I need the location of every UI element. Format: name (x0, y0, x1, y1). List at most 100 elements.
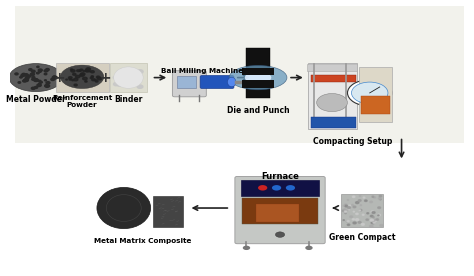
Circle shape (45, 80, 46, 81)
Circle shape (343, 220, 345, 221)
Text: Green Compact: Green Compact (329, 233, 395, 242)
Circle shape (25, 77, 29, 79)
Circle shape (373, 222, 375, 223)
Circle shape (91, 77, 93, 78)
FancyBboxPatch shape (341, 194, 383, 227)
Circle shape (121, 83, 127, 86)
Circle shape (347, 224, 350, 225)
Circle shape (15, 73, 18, 75)
Circle shape (345, 205, 347, 207)
Circle shape (39, 83, 41, 84)
Circle shape (372, 196, 374, 197)
FancyBboxPatch shape (256, 204, 299, 222)
Circle shape (52, 76, 57, 79)
FancyBboxPatch shape (235, 176, 325, 244)
Text: +: + (100, 71, 111, 84)
Ellipse shape (317, 94, 347, 112)
Circle shape (51, 78, 55, 81)
Circle shape (46, 68, 49, 71)
Circle shape (37, 66, 39, 68)
Circle shape (356, 213, 358, 214)
Circle shape (347, 209, 349, 210)
Circle shape (305, 246, 313, 250)
FancyBboxPatch shape (359, 67, 392, 123)
FancyBboxPatch shape (246, 87, 270, 99)
Circle shape (361, 224, 365, 225)
Circle shape (75, 75, 80, 78)
Circle shape (22, 74, 25, 76)
Circle shape (89, 71, 91, 72)
Circle shape (37, 84, 41, 86)
Circle shape (366, 219, 369, 221)
Circle shape (362, 214, 364, 215)
Circle shape (69, 79, 72, 80)
FancyBboxPatch shape (361, 96, 390, 114)
Circle shape (134, 81, 137, 83)
FancyBboxPatch shape (110, 63, 146, 92)
Circle shape (127, 80, 133, 83)
Circle shape (130, 78, 134, 79)
Text: Die and Punch: Die and Punch (227, 107, 289, 115)
Circle shape (79, 70, 81, 71)
Text: Metal Matrix Composite: Metal Matrix Composite (94, 238, 191, 244)
Circle shape (85, 69, 90, 72)
Circle shape (129, 69, 136, 72)
Circle shape (356, 219, 359, 221)
Circle shape (44, 73, 47, 75)
Circle shape (358, 200, 361, 201)
Circle shape (30, 73, 35, 76)
Circle shape (32, 77, 35, 78)
Circle shape (137, 71, 141, 74)
Circle shape (94, 79, 96, 80)
Circle shape (371, 222, 374, 224)
Circle shape (342, 210, 346, 212)
Circle shape (91, 76, 93, 77)
FancyBboxPatch shape (153, 196, 183, 227)
Circle shape (74, 84, 77, 86)
FancyBboxPatch shape (177, 76, 196, 88)
Circle shape (358, 221, 361, 223)
Circle shape (36, 72, 39, 74)
Circle shape (117, 84, 120, 86)
Circle shape (372, 212, 375, 213)
Circle shape (379, 195, 382, 197)
Circle shape (350, 216, 353, 217)
Circle shape (128, 81, 131, 83)
Circle shape (20, 76, 22, 78)
Circle shape (345, 213, 346, 214)
Circle shape (352, 82, 388, 104)
FancyBboxPatch shape (173, 71, 206, 97)
Circle shape (24, 79, 28, 81)
Circle shape (127, 74, 129, 76)
Circle shape (91, 79, 95, 81)
Circle shape (352, 196, 355, 198)
Circle shape (34, 79, 38, 81)
Circle shape (370, 219, 374, 221)
FancyBboxPatch shape (200, 75, 234, 89)
Circle shape (96, 76, 100, 78)
Circle shape (31, 70, 35, 72)
Text: Binder: Binder (114, 95, 143, 104)
Circle shape (29, 69, 32, 71)
Circle shape (45, 84, 50, 87)
Circle shape (258, 185, 267, 190)
Circle shape (353, 211, 355, 212)
Circle shape (125, 76, 129, 79)
Circle shape (347, 221, 349, 222)
Circle shape (71, 70, 75, 72)
Circle shape (370, 215, 373, 217)
Circle shape (377, 214, 381, 216)
Circle shape (123, 82, 127, 85)
Circle shape (370, 225, 373, 227)
Circle shape (35, 86, 38, 88)
Circle shape (380, 224, 383, 226)
Circle shape (365, 200, 367, 201)
Circle shape (32, 78, 35, 80)
FancyBboxPatch shape (246, 48, 270, 68)
Ellipse shape (229, 65, 287, 90)
Circle shape (360, 205, 362, 206)
FancyBboxPatch shape (56, 63, 109, 92)
Circle shape (53, 76, 55, 77)
FancyBboxPatch shape (241, 180, 319, 197)
Circle shape (85, 70, 89, 71)
